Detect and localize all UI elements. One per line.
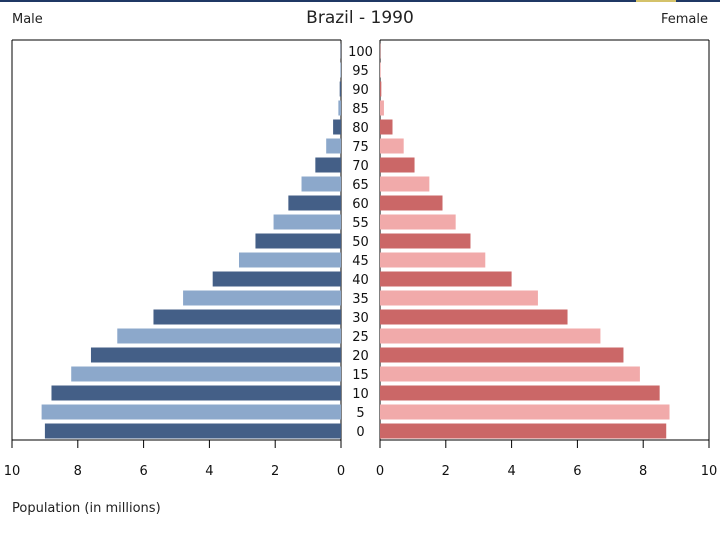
chart-title: Brazil - 1990 (306, 8, 414, 28)
age-label-5: 5 (356, 406, 364, 421)
age-label-85: 85 (352, 102, 369, 117)
male-bar-50 (255, 233, 341, 249)
female-bar-20 (380, 347, 624, 363)
male-bar-40 (212, 271, 341, 287)
male-bar-45 (239, 252, 341, 268)
female-bar-0 (380, 423, 667, 439)
female-bar-5 (380, 404, 670, 420)
female-bar-10 (380, 385, 660, 401)
female-bar-40 (380, 271, 512, 287)
male-bar-70 (315, 157, 341, 173)
age-label-50: 50 (352, 235, 369, 250)
male-bar-5 (41, 404, 342, 420)
age-label-55: 55 (352, 216, 369, 231)
age-label-75: 75 (352, 140, 369, 155)
age-label-95: 95 (352, 64, 369, 79)
age-label-60: 60 (352, 197, 369, 212)
male-bar-15 (71, 366, 341, 382)
female-x-tick-label-8: 8 (639, 464, 647, 479)
age-label-10: 10 (352, 387, 369, 402)
male-x-tick-label-4: 4 (205, 464, 213, 479)
female-bar-55 (380, 214, 456, 230)
age-label-80: 80 (352, 121, 369, 136)
age-label-90: 90 (352, 83, 369, 98)
male-x-tick-label-8: 8 (74, 464, 82, 479)
age-label-0: 0 (356, 425, 364, 440)
female-bar-30 (380, 309, 568, 325)
male-x-tick-label-2: 2 (271, 464, 279, 479)
male-bar-90 (339, 81, 341, 97)
female-x-tick-label-4: 4 (507, 464, 515, 479)
male-bar-85 (338, 100, 341, 116)
female-label: Female (660, 12, 708, 27)
female-x-tick-label-2: 2 (442, 464, 450, 479)
female-bar-90 (380, 81, 382, 97)
male-bar-60 (288, 195, 341, 211)
male-x-tick-label-0: 0 (337, 464, 345, 479)
age-label-20: 20 (352, 349, 369, 364)
age-label-30: 30 (352, 311, 369, 326)
female-bar-70 (380, 157, 415, 173)
female-x-tick-label-0: 0 (376, 464, 384, 479)
female-bar-15 (380, 366, 640, 382)
male-bar-80 (333, 119, 341, 135)
age-label-45: 45 (352, 254, 369, 269)
male-bar-0 (44, 423, 342, 439)
age-label-15: 15 (352, 368, 369, 383)
age-label-65: 65 (352, 178, 369, 193)
male-x-tick-label-6: 6 (139, 464, 147, 479)
male-bar-20 (90, 347, 342, 363)
female-bar-25 (380, 328, 601, 344)
x-axis-label: Population (in millions) (12, 501, 161, 516)
top-accent-line (0, 0, 720, 2)
female-x-tick-label-10: 10 (701, 464, 718, 479)
female-bar-35 (380, 290, 538, 306)
male-bar-75 (326, 138, 341, 154)
female-x-tick-label-6: 6 (573, 464, 581, 479)
female-bar-65 (380, 176, 430, 192)
male-bar-30 (153, 309, 341, 325)
male-bar-25 (117, 328, 341, 344)
age-label-70: 70 (352, 159, 369, 174)
male-bar-35 (183, 290, 341, 306)
age-label-40: 40 (352, 273, 369, 288)
top-accent-mark (636, 0, 676, 2)
male-bar-65 (301, 176, 341, 192)
female-bar-60 (380, 195, 443, 211)
female-bar-50 (380, 233, 471, 249)
male-bar-10 (51, 385, 341, 401)
age-label-100: 100 (348, 45, 373, 60)
female-bar-75 (380, 138, 404, 154)
male-x-tick-label-10: 10 (4, 464, 21, 479)
male-bar-55 (273, 214, 341, 230)
female-bar-95 (380, 62, 381, 78)
female-bar-45 (380, 252, 486, 268)
age-label-25: 25 (352, 330, 369, 345)
female-bar-85 (380, 100, 384, 116)
female-bar-80 (380, 119, 393, 135)
age-label-35: 35 (352, 292, 369, 307)
male-bar-95 (340, 62, 341, 78)
male-label: Male (12, 12, 43, 27)
